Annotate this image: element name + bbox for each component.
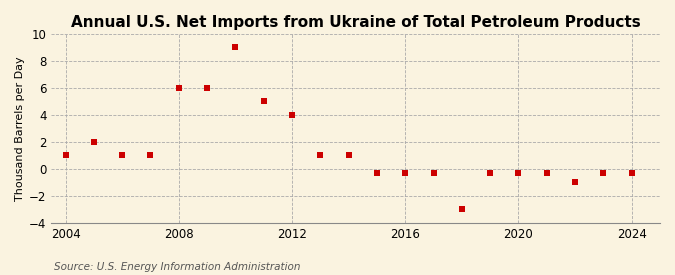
Point	[371, 171, 382, 175]
Point	[626, 171, 637, 175]
Point	[202, 86, 213, 90]
Point	[287, 113, 298, 117]
Point	[400, 171, 410, 175]
Point	[343, 153, 354, 158]
Point	[541, 171, 552, 175]
Point	[598, 171, 609, 175]
Point	[315, 153, 326, 158]
Point	[570, 180, 580, 185]
Point	[456, 207, 467, 211]
Text: Source: U.S. Energy Information Administration: Source: U.S. Energy Information Administ…	[54, 262, 300, 272]
Point	[173, 86, 184, 90]
Point	[513, 171, 524, 175]
Point	[485, 171, 495, 175]
Point	[145, 153, 156, 158]
Point	[230, 45, 241, 50]
Point	[259, 99, 269, 104]
Point	[60, 153, 71, 158]
Point	[88, 140, 99, 144]
Title: Annual U.S. Net Imports from Ukraine of Total Petroleum Products: Annual U.S. Net Imports from Ukraine of …	[71, 15, 641, 30]
Point	[117, 153, 128, 158]
Y-axis label: Thousand Barrels per Day: Thousand Barrels per Day	[15, 56, 25, 201]
Point	[428, 171, 439, 175]
